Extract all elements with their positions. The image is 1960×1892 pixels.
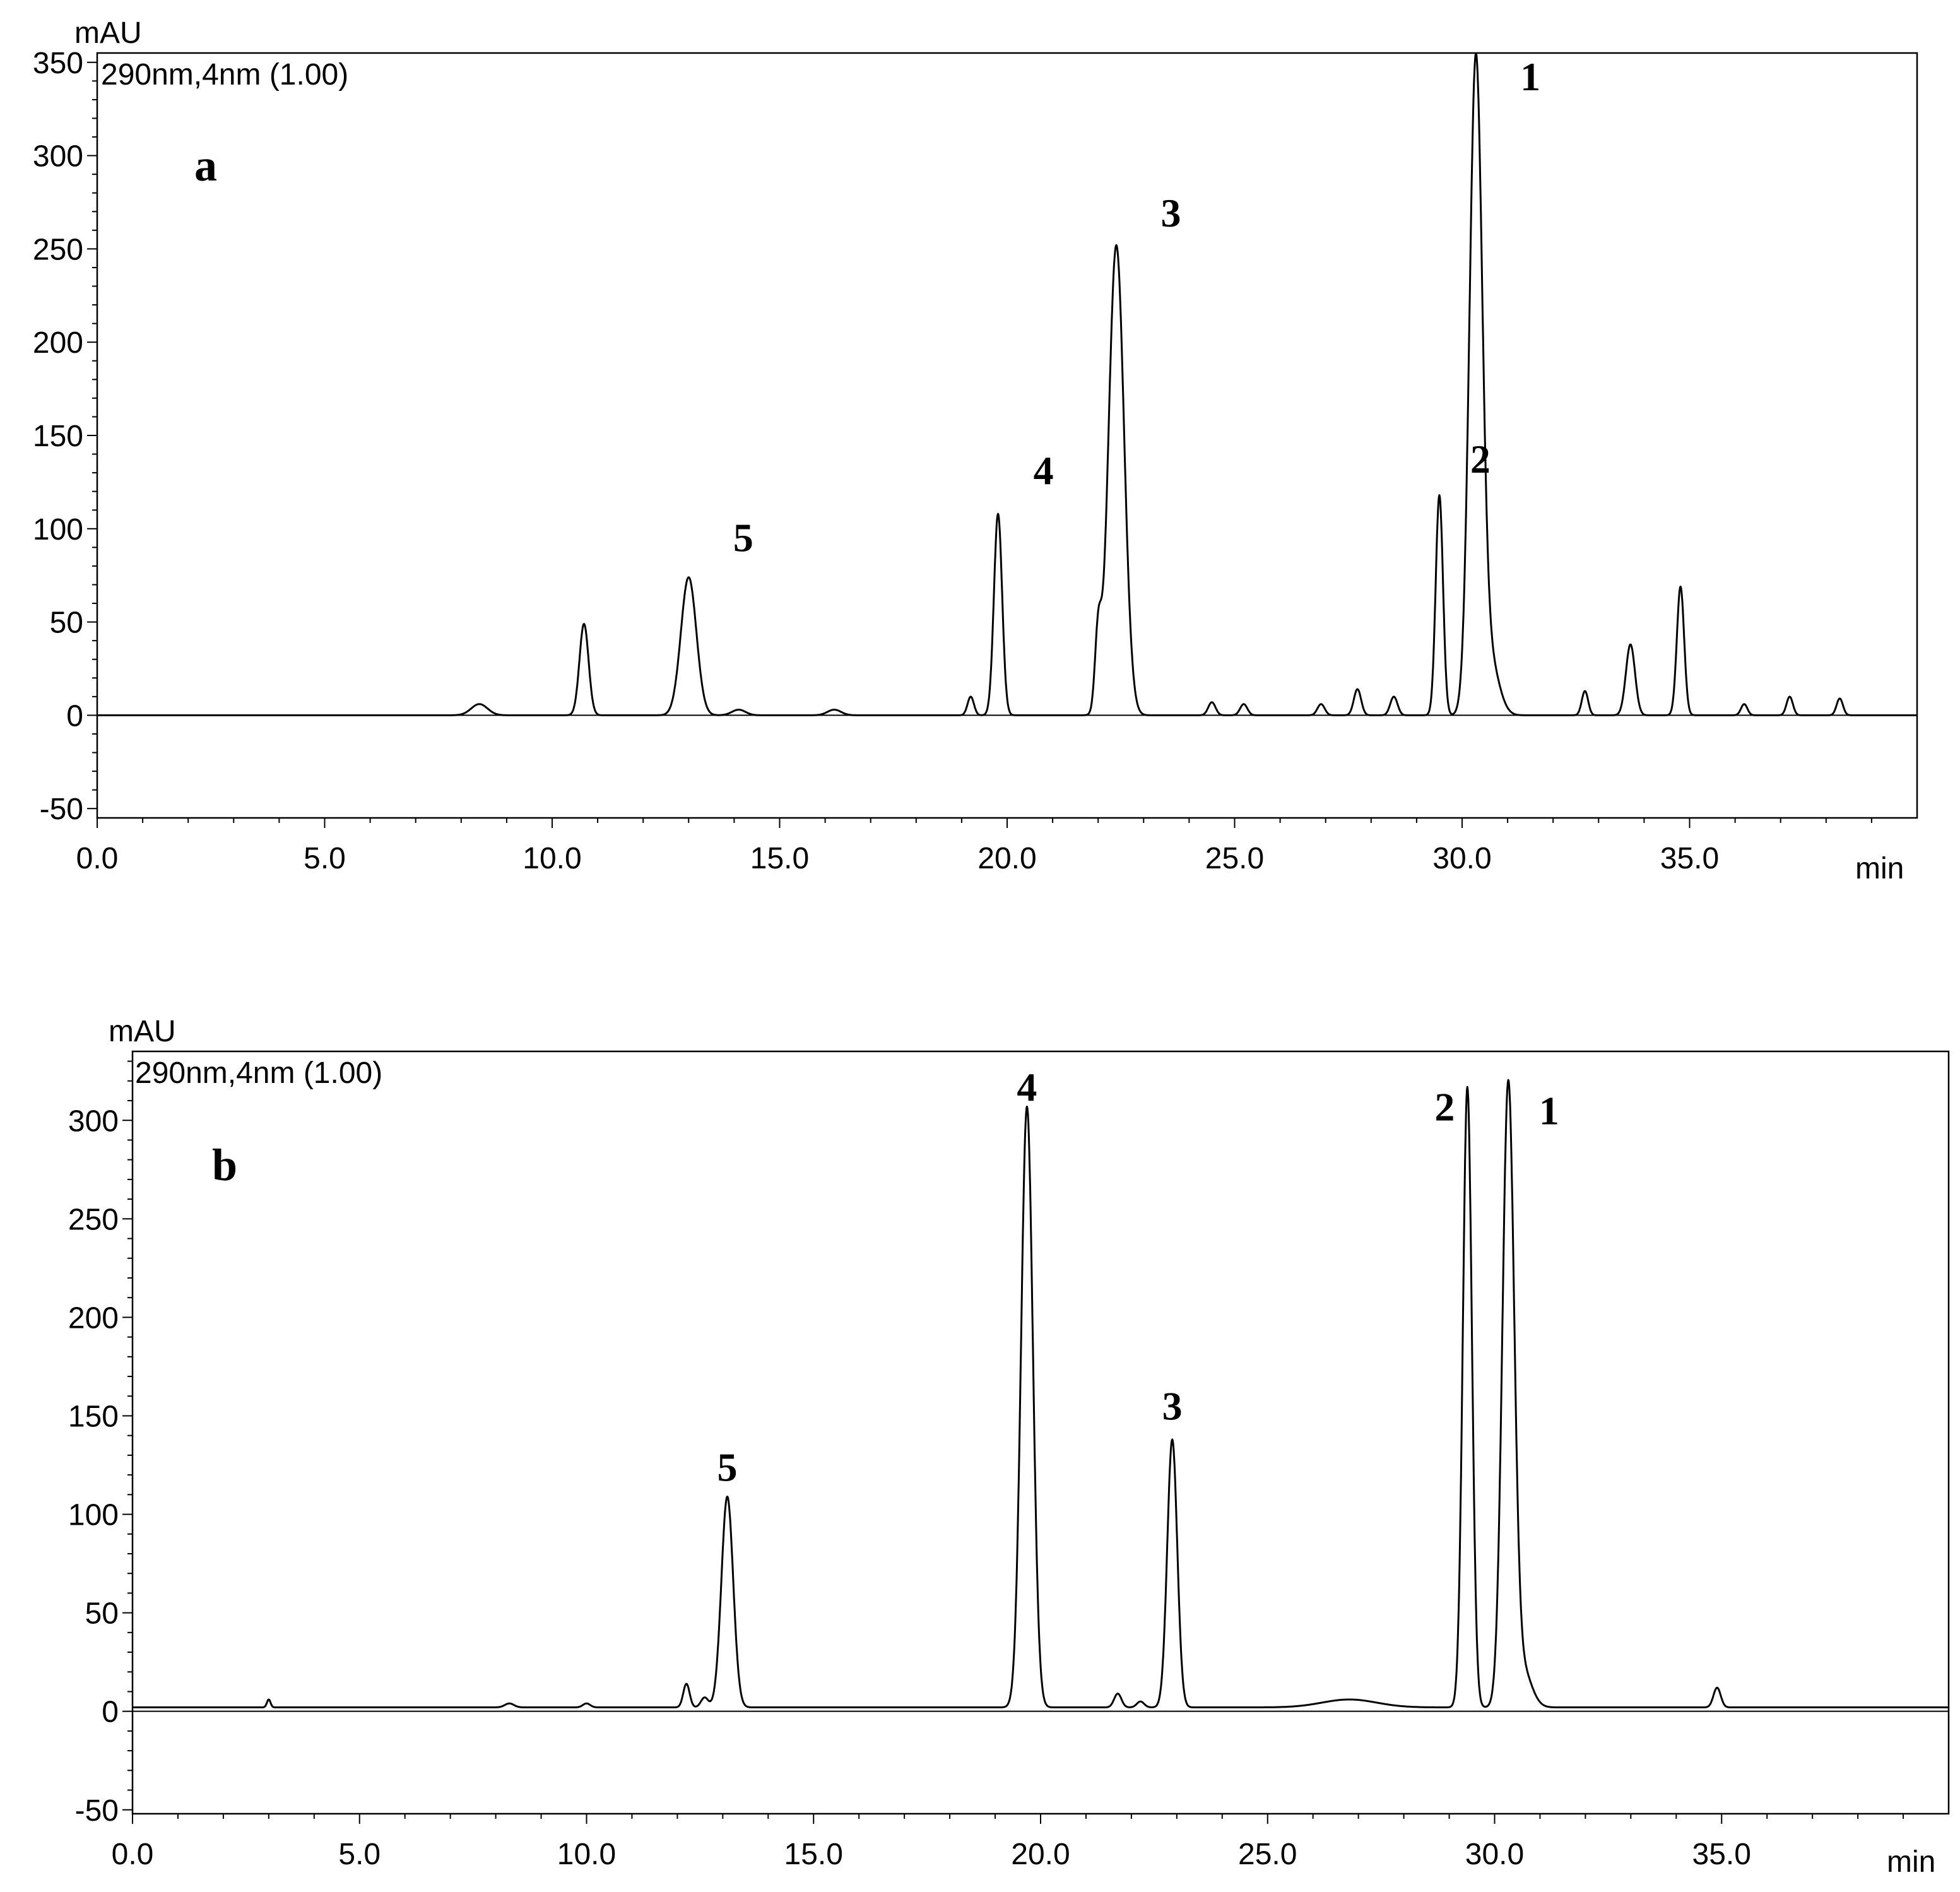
x-unit-label: min [1887,1845,1935,1879]
y-tick-label: 50 [50,606,83,640]
x-unit-label: min [1855,852,1904,885]
y-tick-label: -50 [75,1794,119,1828]
x-tick-label: 0.0 [76,842,119,875]
x-tick-label: 5.0 [304,842,346,875]
x-tick-label: 20.0 [977,842,1036,875]
channel-label: 290nm,4nm (1.00) [101,58,348,92]
x-tick-label: 30.0 [1465,1838,1524,1871]
y-unit-label: mAU [109,1015,176,1048]
x-tick-label: 10.0 [557,1838,616,1871]
peak-label-5: 5 [733,515,753,560]
y-tick-label: 300 [33,140,83,174]
peak-labels: 1 2 3 4 5 [717,1065,1559,1489]
y-tick-label: 0 [66,699,83,733]
plot-frame [131,1050,1950,1815]
y-tick-label: 150 [68,1400,119,1433]
x-tick-label: 5.0 [338,1838,381,1871]
x-tick-label: 35.0 [1660,842,1719,875]
y-tick-label: 100 [33,513,83,547]
x-tick-label: 0.0 [112,1838,154,1871]
panel-letter: a [194,140,217,191]
panel-letter: b [212,1140,237,1190]
y-tick-label: 0 [102,1696,119,1729]
y-axis: -50 0 50 100 150 200 250 300 350 [33,47,97,826]
peak-label-2: 2 [1470,437,1491,482]
x-tick-label: 15.0 [784,1838,843,1871]
peak-label-4: 4 [1017,1065,1037,1109]
x-axis: 0.0 5.0 10.0 15.0 20.0 25.0 30.0 35.0 [112,1814,1904,1871]
x-tick-label: 30.0 [1432,842,1491,875]
peak-label-1: 1 [1539,1088,1559,1133]
y-tick-label: 100 [68,1499,119,1532]
y-tick-label: 150 [33,420,83,453]
y-tick-label: 350 [33,47,83,80]
x-tick-label: 10.0 [522,842,581,875]
peak-labels: 1 2 3 4 5 [733,54,1540,560]
peak-label-5: 5 [717,1445,738,1489]
x-tick-label: 15.0 [750,842,809,875]
x-tick-label: 25.0 [1238,1838,1297,1871]
chromatogram-trace [97,52,1918,716]
y-tick-label: 50 [85,1597,119,1631]
x-axis: 0.0 5.0 10.0 15.0 20.0 25.0 30.0 35.0 [76,818,1872,875]
y-tick-label: 200 [68,1301,119,1335]
channel-label: 290nm,4nm (1.00) [135,1056,382,1090]
y-tick-label: 300 [68,1104,119,1138]
y-tick-label: 200 [33,326,83,360]
x-tick-label: 25.0 [1205,842,1264,875]
peak-label-4: 4 [1034,448,1054,493]
y-tick-label: 250 [33,233,83,266]
peak-label-3: 3 [1162,1384,1183,1429]
y-axis: -50 0 50 100 150 200 250 300 [68,1060,133,1828]
peak-label-3: 3 [1161,191,1181,235]
chromatogram-trace [132,1079,1949,1708]
y-unit-label: mAU [74,16,142,50]
y-tick-label: 250 [68,1203,119,1236]
y-tick-label: -50 [40,793,83,826]
peak-label-2: 2 [1434,1084,1455,1129]
x-tick-label: 35.0 [1692,1838,1751,1871]
peak-label-1: 1 [1520,54,1540,99]
chromatogram-panel-a: -50 0 50 100 150 200 250 300 350 0.0 5.0 10.0 15.0 2… [33,16,1918,885]
x-tick-label: 20.0 [1011,1838,1070,1871]
